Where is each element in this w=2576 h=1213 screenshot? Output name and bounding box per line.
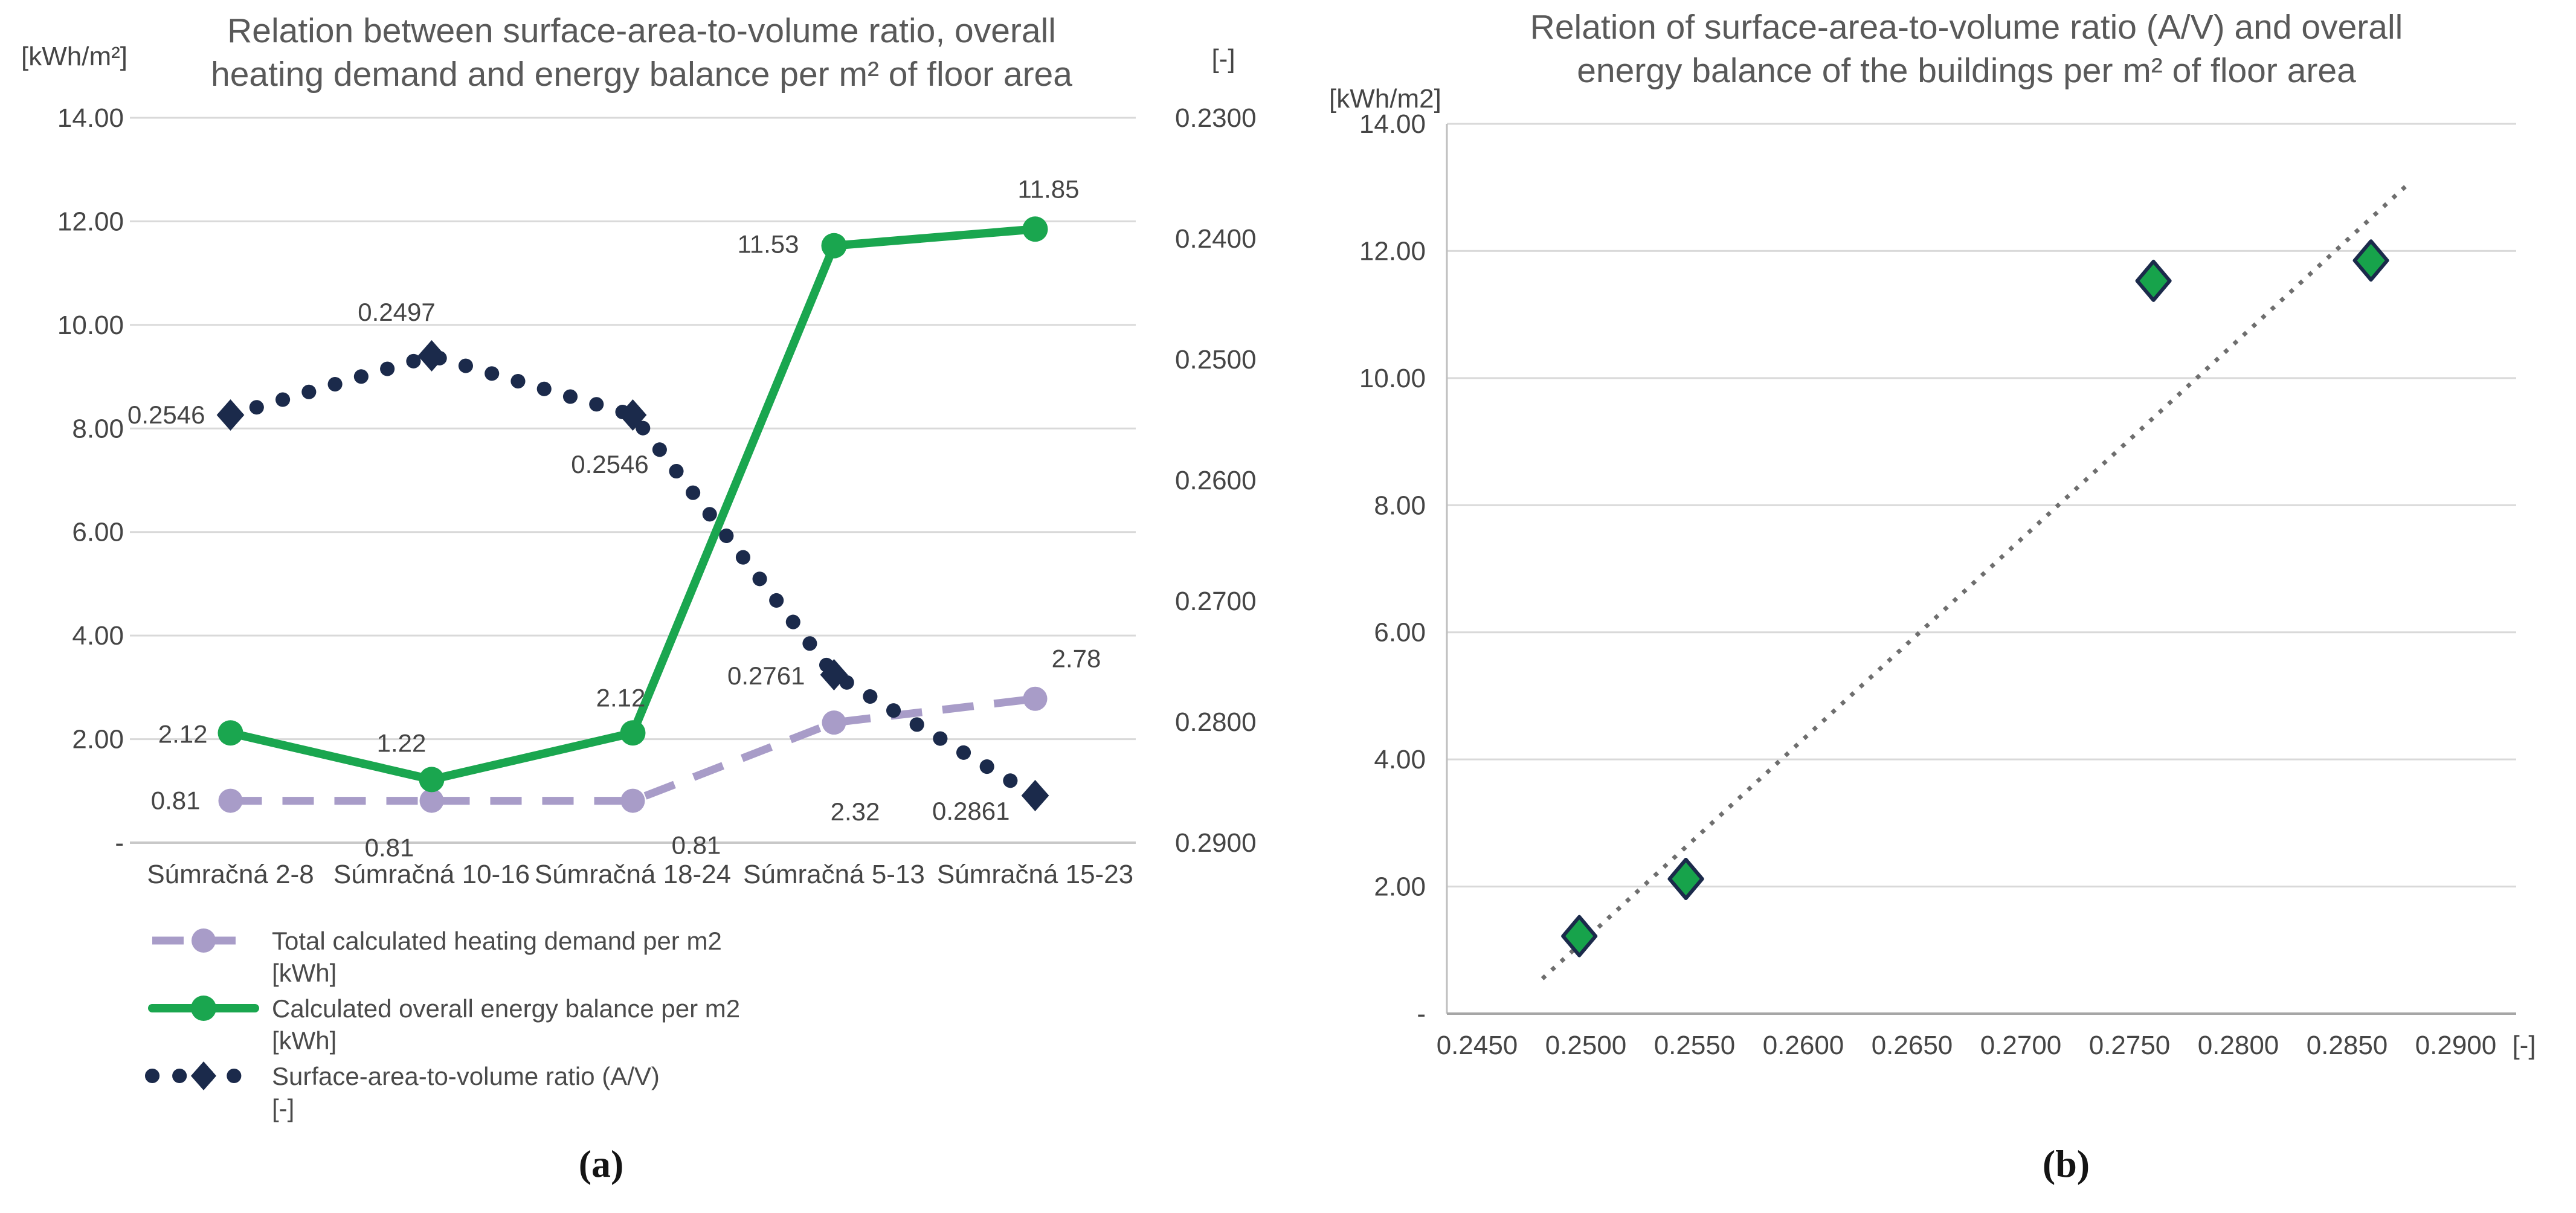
data-label: 11.53 (738, 230, 799, 259)
x-axis-tick: 0.2900 (2415, 1031, 2497, 1060)
series-2-marker (820, 659, 848, 690)
data-label: 0.81 (365, 834, 414, 862)
y-axis-tick: 14.00 (1359, 109, 1426, 139)
data-label: 2.12 (596, 683, 646, 712)
left-axis-tick: 10.00 (57, 310, 124, 340)
legend-sample-marker (190, 1061, 217, 1090)
chart-b-y-axis-unit: [kWh/m2] (1329, 84, 1441, 114)
data-label: 0.2761 (727, 661, 805, 690)
series-line-0 (230, 695, 1036, 805)
x-axis-tick: 0.2650 (1872, 1031, 1953, 1060)
legend-text: Total calculated heating demand per m2 (272, 927, 722, 955)
series-2-marker (1021, 780, 1049, 811)
x-axis-tick: 0.2550 (1654, 1031, 1736, 1060)
legend-sample-marker (191, 996, 216, 1021)
series-0-marker (419, 788, 444, 813)
category-label: Súmračná 10-16 (333, 860, 530, 889)
x-axis-tick: 0.2450 (1437, 1031, 1518, 1060)
right-axis-tick: 0.2700 (1175, 587, 1257, 616)
left-axis-tick: - (115, 828, 124, 858)
right-axis-tick: 0.2900 (1175, 828, 1257, 858)
y-axis-tick: 10.00 (1359, 364, 1426, 393)
left-axis-tick: 6.00 (72, 518, 124, 547)
chart-b-title-line: Relation of surface-area-to-volume ratio… (1530, 8, 2403, 47)
series-2-marker (619, 399, 647, 431)
y-axis-tick: 12.00 (1359, 236, 1426, 266)
data-label: 11.85 (1018, 175, 1080, 203)
scatter-point (2135, 259, 2172, 302)
series-0-marker (218, 788, 243, 813)
right-axis-tick: 0.2500 (1175, 345, 1257, 375)
series-0-marker (822, 710, 846, 735)
scatter-point (1667, 857, 1704, 900)
series-line-2 (223, 349, 1043, 803)
legend-text: Calculated overall energy balance per m2 (272, 994, 740, 1023)
left-axis-tick: 2.00 (72, 725, 124, 755)
data-label: 0.2861 (932, 797, 1009, 825)
category-label: Súmračná 15-23 (937, 860, 1133, 889)
chart-b: Relation of surface-area-to-volume ratio… (1329, 8, 2536, 1060)
series-0-marker (620, 788, 645, 813)
data-label: 2.12 (158, 719, 208, 748)
category-label: Súmračná 5-13 (743, 860, 925, 889)
trendline (1541, 182, 2410, 980)
series-1-marker (821, 233, 847, 259)
legend-text: [-] (272, 1094, 294, 1122)
right-axis-tick: 0.2800 (1175, 707, 1257, 737)
y-axis-tick: 4.00 (1374, 745, 1426, 774)
data-label: 0.2546 (571, 450, 648, 478)
data-label: 0.2546 (127, 401, 205, 429)
left-axis-tick: 8.00 (72, 414, 124, 443)
series-1-marker (217, 720, 243, 746)
legend-sample-marker (192, 928, 216, 953)
left-axis-tick: 14.00 (57, 103, 124, 133)
chart-a-right-axis-unit: [-] (1211, 44, 1235, 74)
data-label: 2.32 (831, 797, 880, 826)
right-axis-tick: 0.2300 (1175, 103, 1257, 133)
y-axis-tick: 8.00 (1374, 491, 1426, 520)
left-axis-tick: 4.00 (72, 621, 124, 651)
x-axis-tick: 0.2750 (2089, 1031, 2171, 1060)
scatter-point (1561, 915, 1598, 957)
legend-text: [kWh] (272, 1026, 336, 1055)
chart-b-x-axis-unit: [-] (2512, 1031, 2536, 1060)
right-axis-tick: 0.2400 (1175, 224, 1257, 254)
y-axis-tick: 2.00 (1374, 872, 1426, 902)
series-0-marker (1023, 686, 1048, 711)
data-label: 0.2497 (358, 298, 435, 326)
caption-a: (a) (579, 1142, 624, 1185)
data-label: 2.78 (1052, 645, 1101, 673)
right-axis-tick: 0.2600 (1175, 466, 1257, 495)
left-axis-tick: 12.00 (57, 207, 124, 236)
x-axis-tick: 0.2850 (2307, 1031, 2388, 1060)
chart-a-title-line: heating demand and energy balance per m²… (211, 55, 1072, 94)
y-axis-tick: - (1417, 999, 1426, 1029)
series-2-marker (417, 340, 446, 372)
series-1-marker (1022, 216, 1048, 242)
series-2-marker (216, 399, 245, 431)
x-axis-tick: 0.2600 (1763, 1031, 1844, 1060)
legend-text: [kWh] (272, 959, 336, 987)
x-axis-tick: 0.2800 (2198, 1031, 2279, 1060)
chart-a-left-axis-unit: [kWh/m²] (21, 42, 127, 71)
series-1-marker (620, 720, 646, 746)
series-1-marker (419, 767, 445, 793)
data-label: 0.81 (672, 831, 721, 860)
category-label: Súmračná 2-8 (147, 860, 314, 889)
chart-b-title-line: energy balance of the buildings per m² o… (1577, 51, 2356, 90)
data-label: 0.81 (151, 787, 201, 815)
legend-text: Surface-area-to-volume ratio (A/V) (272, 1062, 660, 1090)
data-label: 1.22 (377, 729, 427, 757)
x-axis-tick: 0.2500 (1545, 1031, 1627, 1060)
scatter-point (2352, 239, 2389, 282)
caption-b: (b) (2043, 1142, 2090, 1185)
x-axis-tick: 0.2700 (1980, 1031, 2062, 1060)
chart-a: Relation between surface-area-to-volume … (21, 11, 1257, 1122)
category-label: Súmračná 18-24 (535, 860, 731, 889)
chart-a-title-line: Relation between surface-area-to-volume … (227, 11, 1056, 50)
y-axis-tick: 6.00 (1374, 618, 1426, 648)
